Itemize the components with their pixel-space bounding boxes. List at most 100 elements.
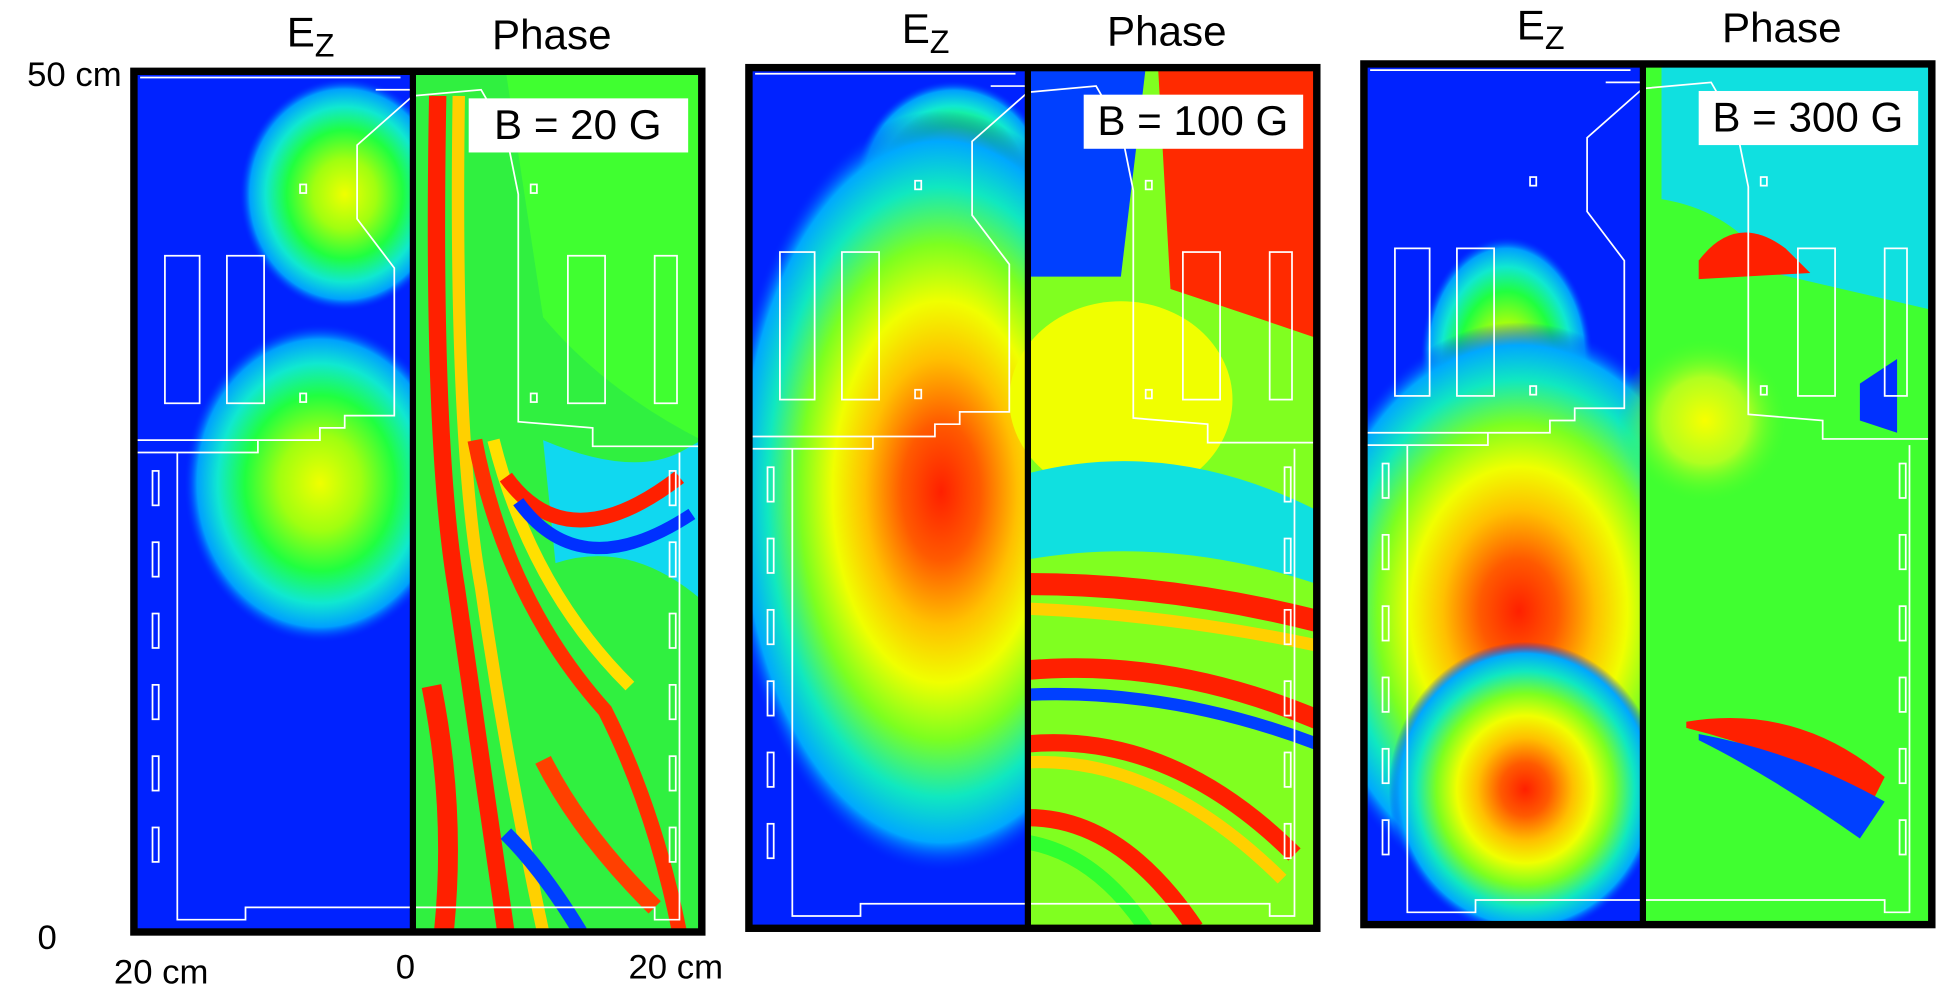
port [1381,747,1390,785]
phase-region [1009,301,1233,498]
phase-band [1027,734,1301,861]
phase-band [500,828,587,932]
phase-band [1027,687,1317,750]
port [668,683,677,721]
phase-band [513,498,696,555]
outline [133,76,702,921]
port [151,541,160,578]
port [1898,533,1907,571]
port [1283,466,1292,503]
field-label: B = 300 G [1712,94,1903,141]
port [529,392,538,403]
phase-band [427,95,515,932]
phase-band [1027,572,1317,632]
structure-line [1363,432,1643,914]
field-label-box [1698,90,1919,146]
panel: B = 100 G EZ Phase [745,5,1321,932]
port [1759,176,1768,187]
structure-line [1642,81,1932,914]
port [1529,176,1538,187]
port [1381,605,1390,642]
panel-frame [1360,60,1936,929]
phase-map [412,71,702,932]
field-label: B = 100 G [1097,97,1288,144]
phase-header: Phase [1107,8,1227,55]
phase-header: Phase [1722,4,1842,51]
panel-maps [1363,63,1932,925]
phase-region [1859,359,1898,433]
port [1381,462,1390,499]
phase-band [1027,602,1317,652]
port [766,680,775,717]
ez-subscript: Z [1545,20,1565,56]
structure-line [1363,69,1644,434]
x-mid-label: 0 [396,949,415,987]
outline [1363,69,1932,914]
port [1283,822,1292,860]
port [1381,533,1390,571]
phase-band [421,684,458,932]
port [1283,608,1292,646]
ez-header: EZ [902,5,950,60]
port [299,183,308,194]
panel-maps [748,67,1317,929]
field-label: B = 20 G [494,101,662,148]
y-bottom-label: 0 [37,919,56,957]
structure-line [1027,85,1317,917]
ez-symbol: E [1517,2,1545,49]
structure-line [748,72,1029,438]
panel: B = 300 G EZ Phase [1360,2,1936,929]
port [151,683,160,721]
port [766,537,775,574]
panel-frame [130,67,706,936]
phase-map [1618,63,1932,925]
ez-subscript: Z [315,28,335,64]
coil [1456,247,1495,397]
port [668,541,677,578]
phase-band [1027,658,1317,729]
ez-blob [239,77,451,312]
coil [1883,247,1908,397]
coil [653,254,678,405]
ez-blob [1388,641,1662,925]
port [914,388,923,400]
ez-header: EZ [287,9,335,64]
phase-band [1027,755,1287,884]
port [668,612,677,649]
coil [226,254,265,405]
port [668,755,677,792]
coil [841,251,880,401]
structure-line [748,436,1028,917]
ez-subscript: Z [930,24,950,60]
field-label-box [1083,94,1304,149]
coil [567,254,606,405]
port [1381,819,1390,856]
x-left-label: 20 cm [114,954,209,991]
port [1283,680,1292,717]
coil [1394,247,1431,397]
port [1283,751,1292,788]
coil [1182,251,1221,401]
phase-region [1698,232,1811,280]
structure-line [133,440,413,921]
coil [1268,251,1293,401]
coil [164,254,201,405]
port [766,822,775,860]
port [1898,819,1907,856]
port [766,608,775,646]
phase-band [499,471,685,528]
phase-map [1009,67,1317,929]
x-right-label: 20 cm [628,949,723,987]
port [1898,747,1907,785]
port [1529,385,1538,396]
port [151,755,160,792]
port [299,392,308,403]
y-top-label: 50 cm [27,56,122,94]
port [529,183,538,194]
structure-line [133,76,414,442]
port [1381,676,1390,713]
port [1898,605,1907,642]
port [766,751,775,788]
